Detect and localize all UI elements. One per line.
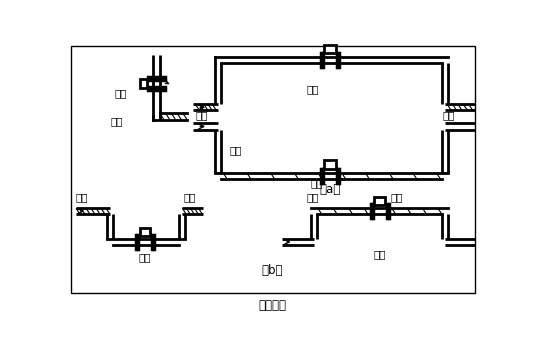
Text: 气泡: 气泡	[183, 192, 196, 203]
Bar	[374, 197, 385, 205]
Text: 液体: 液体	[442, 110, 455, 120]
Bar	[140, 228, 150, 236]
Text: 气泡: 气泡	[76, 192, 88, 203]
Text: 错误: 错误	[230, 145, 242, 156]
Bar	[324, 160, 336, 169]
Text: （a）: （a）	[319, 183, 341, 196]
Text: 图（四）: 图（四）	[259, 299, 287, 312]
Text: 正确: 正确	[114, 88, 127, 98]
Bar	[71, 47, 474, 293]
Text: 错误: 错误	[374, 249, 386, 260]
Text: 液体: 液体	[311, 179, 323, 188]
Text: （b）: （b）	[261, 264, 283, 277]
Text: 液体: 液体	[195, 110, 207, 120]
Text: 气泡: 气泡	[306, 192, 319, 203]
Text: 液体: 液体	[110, 116, 123, 126]
Bar	[140, 79, 147, 88]
Bar	[324, 45, 336, 53]
Text: 气泡: 气泡	[391, 192, 403, 203]
Text: 正确: 正确	[306, 84, 319, 94]
Text: 正确: 正确	[139, 252, 151, 262]
